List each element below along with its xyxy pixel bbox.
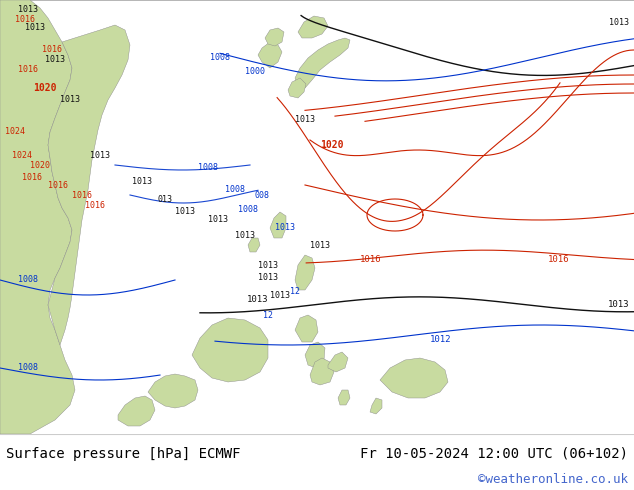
Polygon shape bbox=[310, 358, 334, 385]
Text: 1013: 1013 bbox=[25, 24, 45, 32]
Text: ©weatheronline.co.uk: ©weatheronline.co.uk bbox=[477, 473, 628, 487]
Polygon shape bbox=[380, 358, 448, 398]
Text: 1012: 1012 bbox=[430, 335, 451, 344]
Text: 1008: 1008 bbox=[198, 164, 218, 172]
Text: 1008: 1008 bbox=[18, 363, 38, 372]
Polygon shape bbox=[298, 16, 328, 38]
Text: 1013: 1013 bbox=[295, 116, 315, 124]
Text: 1024: 1024 bbox=[12, 150, 32, 160]
Text: 1020: 1020 bbox=[30, 161, 50, 170]
Polygon shape bbox=[338, 390, 350, 405]
Text: 12: 12 bbox=[263, 311, 273, 319]
Polygon shape bbox=[295, 255, 315, 290]
Text: 1016: 1016 bbox=[548, 255, 569, 264]
Text: 1013: 1013 bbox=[607, 300, 629, 309]
Polygon shape bbox=[148, 374, 198, 408]
Text: 1016: 1016 bbox=[85, 200, 105, 210]
Text: 1016: 1016 bbox=[48, 180, 68, 190]
Polygon shape bbox=[118, 396, 155, 426]
Text: 1024: 1024 bbox=[5, 127, 25, 137]
Text: 1013: 1013 bbox=[208, 216, 228, 224]
Polygon shape bbox=[328, 352, 348, 372]
Polygon shape bbox=[265, 28, 284, 46]
Text: 1013: 1013 bbox=[60, 96, 80, 104]
Text: 013: 013 bbox=[157, 196, 172, 204]
Text: 1016: 1016 bbox=[72, 191, 92, 199]
Polygon shape bbox=[248, 238, 260, 252]
Text: 1013: 1013 bbox=[90, 150, 110, 160]
Text: 1013: 1013 bbox=[258, 261, 278, 270]
Text: 1008: 1008 bbox=[18, 275, 38, 284]
Polygon shape bbox=[295, 315, 318, 342]
Polygon shape bbox=[295, 38, 350, 88]
Polygon shape bbox=[270, 212, 286, 238]
Polygon shape bbox=[258, 42, 282, 68]
Text: 1013: 1013 bbox=[270, 291, 290, 299]
Text: 1016: 1016 bbox=[15, 16, 35, 24]
Text: Fr 10-05-2024 12:00 UTC (06+102): Fr 10-05-2024 12:00 UTC (06+102) bbox=[359, 446, 628, 461]
Polygon shape bbox=[192, 318, 268, 382]
Text: 1016: 1016 bbox=[42, 46, 62, 54]
Text: 1013: 1013 bbox=[175, 207, 195, 217]
Text: Surface pressure [hPa] ECMWF: Surface pressure [hPa] ECMWF bbox=[6, 446, 241, 461]
Text: 1008: 1008 bbox=[210, 53, 230, 63]
Text: 1013: 1013 bbox=[258, 273, 278, 283]
Polygon shape bbox=[288, 78, 306, 98]
Text: 1016: 1016 bbox=[22, 173, 42, 182]
Text: 1020: 1020 bbox=[33, 83, 57, 93]
Text: 12: 12 bbox=[290, 288, 300, 296]
Text: 008: 008 bbox=[254, 191, 269, 199]
Text: 1013: 1013 bbox=[45, 55, 65, 65]
Polygon shape bbox=[0, 0, 75, 434]
Polygon shape bbox=[48, 25, 130, 345]
Polygon shape bbox=[305, 342, 325, 368]
Text: 1013: 1013 bbox=[18, 5, 38, 15]
Text: 1020: 1020 bbox=[320, 140, 344, 150]
Text: 1013: 1013 bbox=[609, 18, 629, 27]
Text: 1000: 1000 bbox=[245, 68, 265, 76]
Text: 1008: 1008 bbox=[225, 186, 245, 195]
Text: 1013: 1013 bbox=[310, 241, 330, 249]
Text: 1016: 1016 bbox=[360, 255, 382, 264]
Text: 1013: 1013 bbox=[235, 230, 255, 240]
Polygon shape bbox=[370, 398, 382, 414]
Text: 1008: 1008 bbox=[238, 205, 258, 215]
Text: 1013: 1013 bbox=[132, 177, 152, 187]
Text: 1013: 1013 bbox=[275, 223, 295, 232]
Text: 1013: 1013 bbox=[247, 295, 269, 304]
Text: 1016: 1016 bbox=[18, 66, 38, 74]
